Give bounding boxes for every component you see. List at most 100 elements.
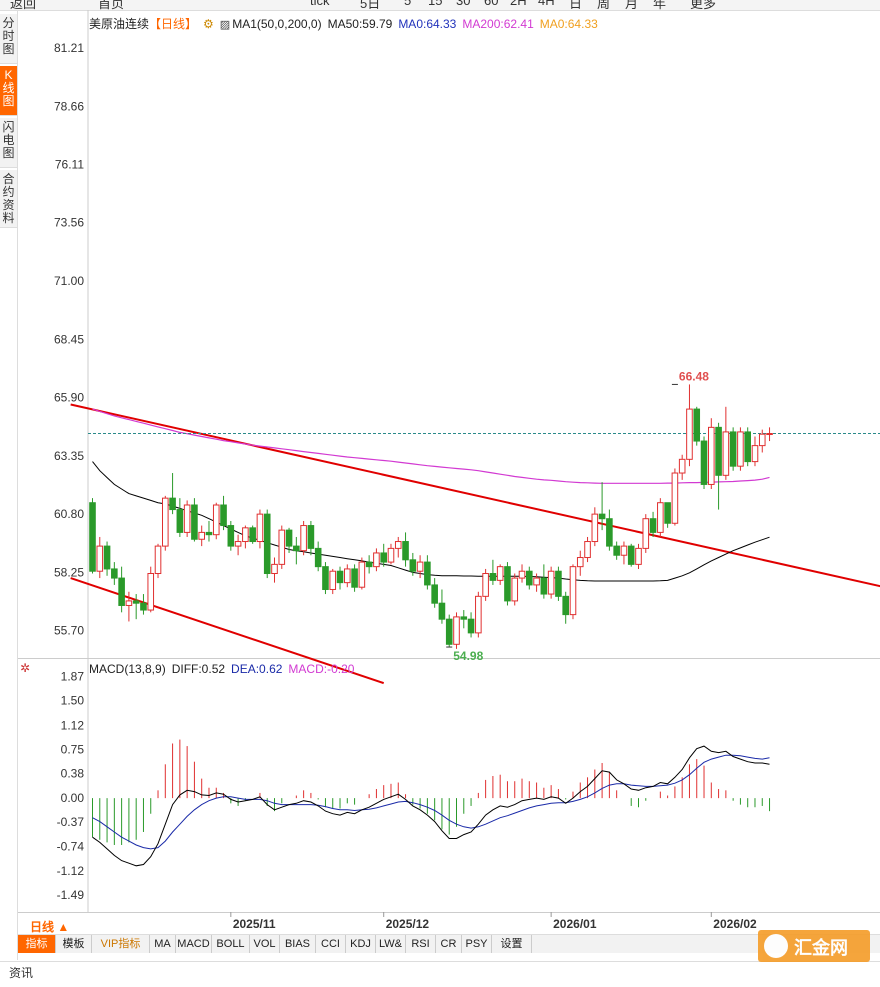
dea-line — [92, 754, 770, 850]
2h-button[interactable]: 2H — [510, 0, 527, 8]
candle-body — [686, 408, 693, 460]
week-button[interactable]: 周 — [597, 0, 611, 11]
candle-body — [183, 504, 191, 533]
indicator-tab-13[interactable]: PSY — [462, 935, 492, 953]
info-bar: 资讯 — [0, 961, 880, 987]
year-button[interactable]: 年 — [653, 0, 667, 11]
5day-button[interactable]: 5日 — [360, 0, 381, 11]
macd-settings-icon[interactable]: ✲ — [20, 661, 31, 675]
indicator-tab-8[interactable]: CCI — [316, 935, 346, 953]
30min-button[interactable]: 30 — [456, 0, 471, 8]
candle-body — [394, 541, 402, 549]
candle-body — [249, 527, 256, 543]
candle-body — [162, 497, 169, 547]
candle-body — [591, 513, 599, 543]
indicator-tab-1[interactable]: 模板 — [56, 935, 92, 953]
candle-body — [300, 525, 307, 552]
info-tab[interactable]: 资讯 — [9, 966, 34, 980]
candle-body — [467, 618, 475, 634]
candle-body — [424, 561, 431, 586]
indicator-tab-9[interactable]: KDJ — [346, 935, 376, 953]
candle-body — [409, 559, 417, 572]
4h-button[interactable]: 4H — [538, 0, 555, 8]
high-label: 66.48 — [679, 369, 709, 383]
candle-body — [766, 433, 773, 436]
candle-body — [722, 431, 730, 476]
back-button[interactable]: 返回 — [10, 0, 37, 11]
candle-body — [664, 502, 671, 524]
indicator-icon[interactable]: ▨ — [219, 19, 231, 31]
candle-body — [205, 531, 213, 536]
indicator-tab-14[interactable]: 设置 — [492, 935, 532, 953]
sidebar-tab-flash[interactable]: 闪电图 — [0, 118, 17, 168]
indicator-tab-5[interactable]: BOLL — [212, 935, 250, 953]
5min-button[interactable]: 5 — [404, 0, 412, 8]
tick-button[interactable]: tick — [310, 0, 330, 8]
candle-body — [547, 570, 555, 595]
candle-body — [649, 518, 657, 533]
macd-y-tick-label: -0.74 — [57, 839, 85, 853]
settings-icon[interactable]: ⚙ — [203, 17, 214, 31]
macd-y-tick-label: -0.37 — [57, 815, 85, 829]
macd-legend: MACD(13,8,9) DIFF:0.52 DEA:0.62 MACD:-0.20 — [89, 662, 360, 676]
y-tick-label: 71.00 — [54, 274, 84, 288]
candle-body — [322, 566, 329, 590]
y-tick-label: 55.70 — [54, 624, 84, 638]
indicator-tab-6[interactable]: VOL — [250, 935, 280, 953]
candle-body — [271, 563, 278, 575]
15min-button[interactable]: 15 — [428, 0, 443, 8]
y-tick-label: 73.56 — [54, 216, 84, 230]
candle-body — [555, 570, 562, 597]
sidebar-tab-kline[interactable]: K线图 — [0, 66, 17, 116]
candle-body — [715, 426, 722, 476]
x-tick-label: 2025/12 — [386, 917, 430, 931]
candle-body — [89, 502, 96, 572]
indicator-tab-11[interactable]: RSI — [406, 935, 436, 953]
macd-name: MACD(13,8,9) — [89, 662, 166, 676]
candle-body — [212, 504, 220, 536]
60min-button[interactable]: 60 — [484, 0, 499, 8]
more-button[interactable]: 更多 — [690, 0, 717, 11]
candle-body — [744, 431, 752, 463]
sidebar-tab-contract[interactable]: 合约资料 — [0, 170, 17, 228]
candle-body — [445, 618, 453, 645]
indicator-tab-10[interactable]: LW& — [376, 935, 406, 953]
day-button[interactable]: 日 — [569, 0, 583, 11]
candle-body — [351, 568, 358, 588]
indicator-tab-4[interactable]: MACD — [176, 935, 212, 953]
trendline-0 — [70, 403, 880, 588]
candle-body — [453, 616, 460, 645]
kline-chart[interactable]: 81.21 78.66 76.11 73.56 71.00 68.45 65.90 63.35… — [0, 0, 880, 960]
candle-body — [242, 527, 249, 543]
logo-icon — [764, 934, 788, 958]
indicator-tab-3[interactable]: MA — [150, 935, 176, 953]
candle-body — [540, 577, 548, 595]
sidebar-tab-fenshi[interactable]: 分时图 — [0, 14, 17, 64]
candle-body — [693, 408, 701, 442]
month-button[interactable]: 月 — [625, 0, 639, 11]
period-selector[interactable]: 日线 ▲ — [30, 920, 70, 934]
indicator-tab-0[interactable]: 指标 — [18, 935, 56, 953]
candle-body — [642, 518, 650, 549]
home-button[interactable]: 首页 — [98, 0, 125, 11]
candle-body — [496, 566, 504, 581]
candle-body — [431, 584, 438, 604]
indicator-tab-7[interactable]: BIAS — [280, 935, 316, 953]
candle-body — [598, 513, 606, 520]
candle-body — [729, 431, 737, 467]
indicator-tab-12[interactable]: CR — [436, 935, 462, 953]
y-tick-label: 60.80 — [54, 507, 84, 521]
candle-body — [606, 518, 613, 547]
candle-body — [526, 570, 533, 586]
candle-body — [518, 570, 526, 579]
candle-body — [256, 513, 264, 543]
macd-y-tick-label: 0.38 — [61, 766, 85, 780]
legend-period[interactable]: 【日线】 — [149, 17, 198, 31]
candle-body — [220, 504, 227, 527]
candle-body — [293, 545, 300, 552]
low-label: 54.98 — [453, 649, 483, 663]
candle-body — [613, 545, 620, 556]
candle-body — [737, 431, 744, 467]
macd-y-tick-label: 0.00 — [61, 791, 85, 805]
indicator-tab-2[interactable]: VIP指标 — [92, 935, 150, 953]
